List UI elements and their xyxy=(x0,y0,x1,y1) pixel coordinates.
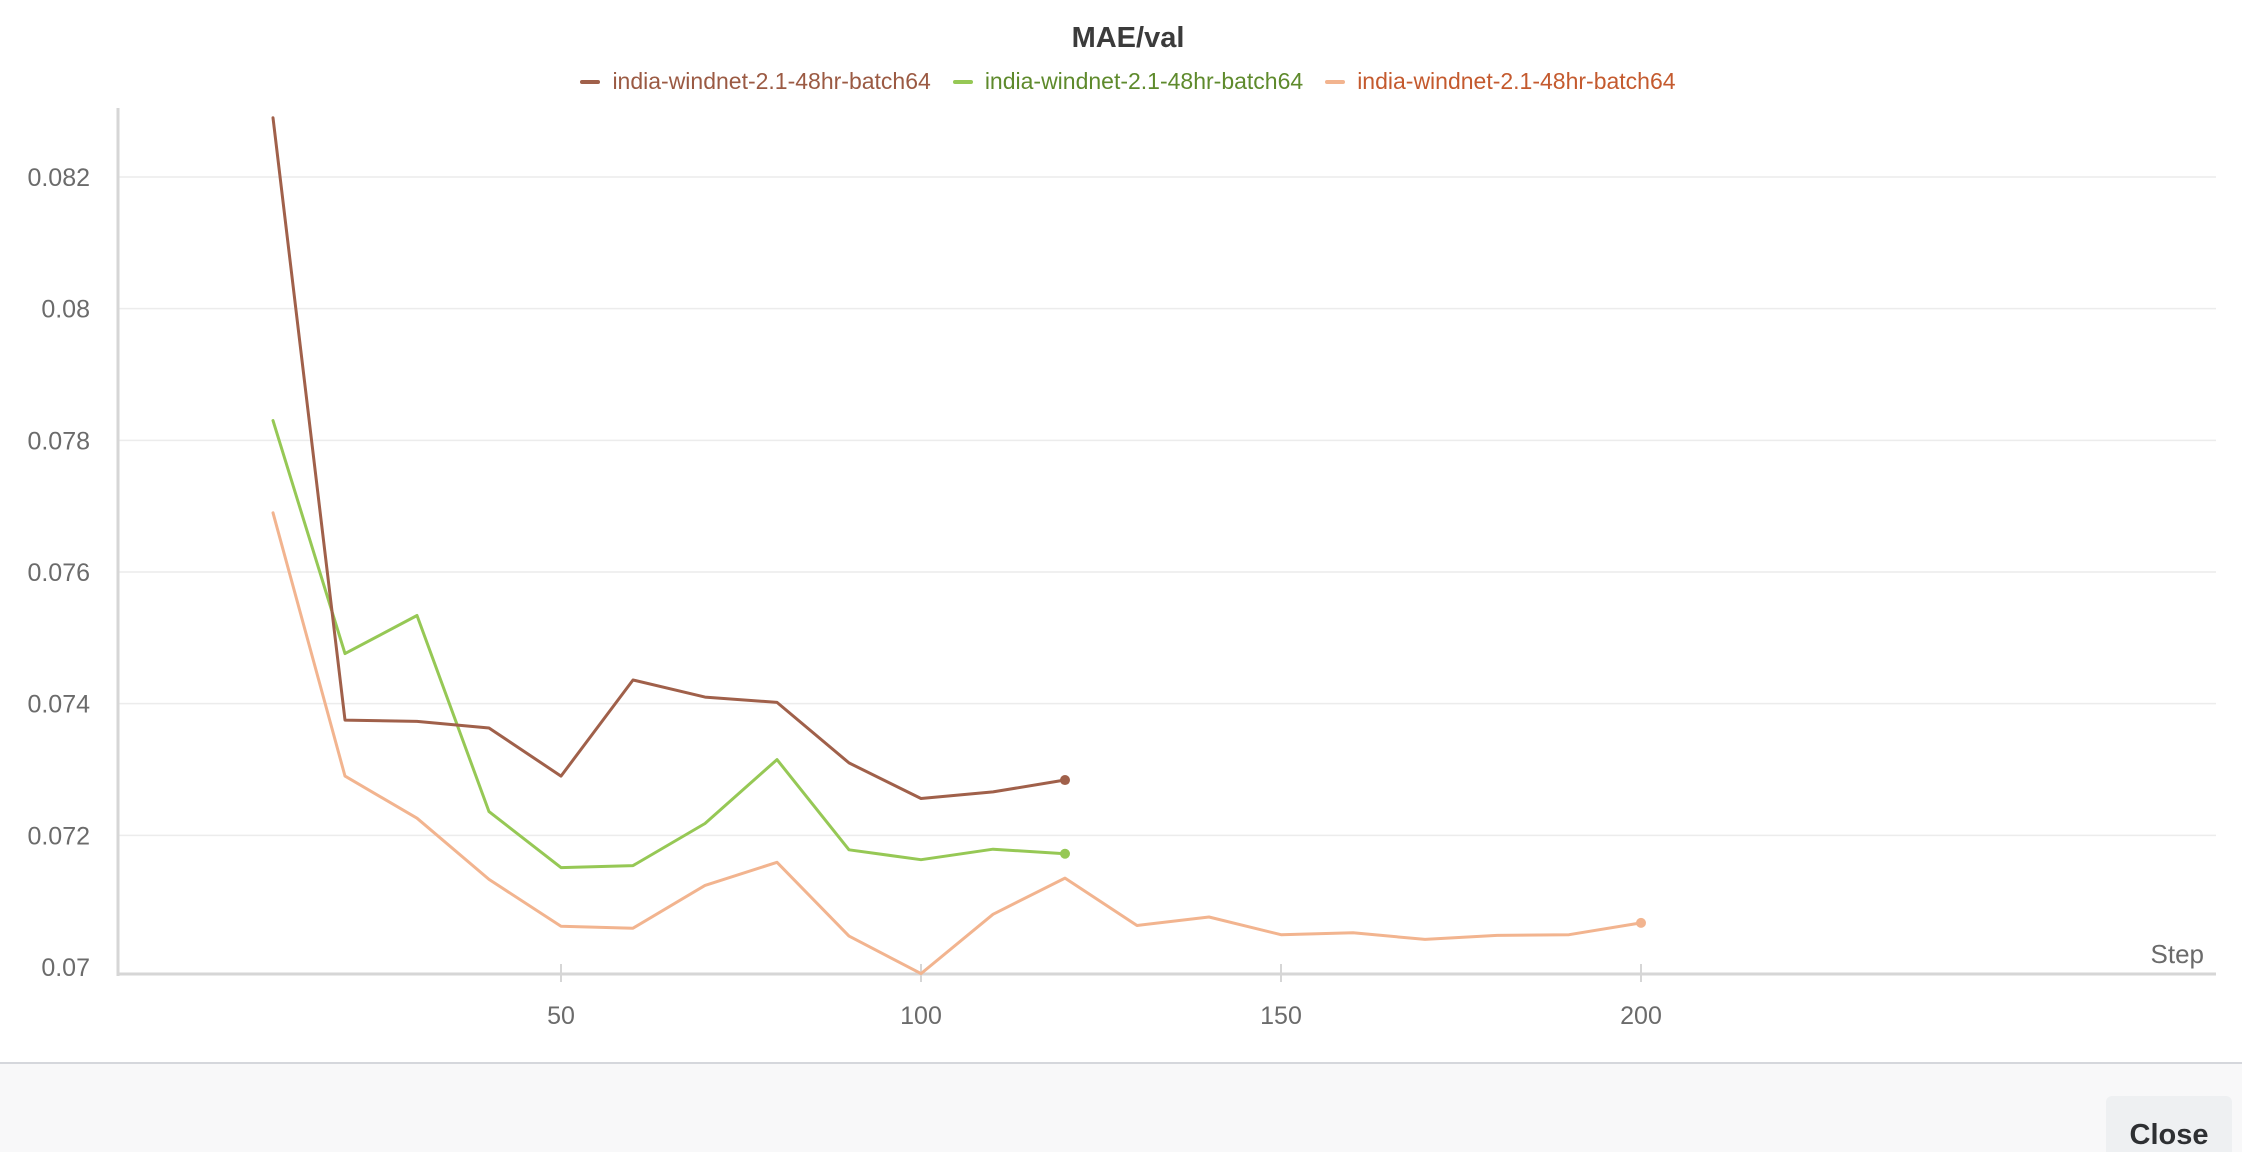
legend-item-series-3[interactable]: india-windnet-2.1-48hr-batch64 xyxy=(1325,68,1676,95)
legend-label: india-windnet-2.1-48hr-batch64 xyxy=(984,68,1304,94)
legend-swatch xyxy=(580,79,601,84)
x-tick-label: 100 xyxy=(900,1002,942,1030)
y-tick-label: 0.076 xyxy=(27,559,90,587)
legend-label: india-windnet-2.1-48hr-batch64 xyxy=(612,68,931,94)
x-tick-label: 50 xyxy=(547,1002,575,1030)
y-tick-label: 0.07 xyxy=(41,954,90,982)
y-tick-label: 0.072 xyxy=(27,822,90,850)
x-tick-label: 200 xyxy=(1620,1002,1662,1030)
series-line-1 xyxy=(271,116,1067,800)
y-tick-label: 0.078 xyxy=(27,427,90,455)
line-chart[interactable]: 0.07 0.072 0.074 0.076 0.078 0.08 0.082 50 100 15… xyxy=(0,0,2242,1062)
series-line-2 xyxy=(271,419,1067,870)
series-line-3 xyxy=(271,511,1643,976)
legend-swatch xyxy=(952,79,973,84)
legend-item-series-1[interactable]: india-windnet-2.1-48hr-batch64 xyxy=(580,68,931,95)
dialog-footer xyxy=(0,1062,2242,1152)
x-tick-label: 150 xyxy=(1260,1002,1302,1030)
close-button[interactable]: Close xyxy=(2106,1096,2232,1152)
series-end-point-2 xyxy=(1060,848,1070,859)
x-axis-label: Step xyxy=(2151,939,2205,969)
chart-legend: india-windnet-2.1-48hr-batch64 india-win… xyxy=(0,68,2242,95)
legend-swatch xyxy=(1325,79,1346,84)
y-tick-label: 0.074 xyxy=(27,691,90,719)
legend-item-series-2[interactable]: india-windnet-2.1-48hr-batch64 xyxy=(952,68,1304,95)
y-tick-label: 0.08 xyxy=(41,296,90,324)
y-tick-label: 0.082 xyxy=(27,164,90,192)
series-end-point-1 xyxy=(1060,775,1070,786)
legend-label: india-windnet-2.1-48hr-batch64 xyxy=(1357,68,1676,94)
chart-title: MAE/val xyxy=(1071,22,1185,54)
series-end-point-3 xyxy=(1636,917,1646,928)
